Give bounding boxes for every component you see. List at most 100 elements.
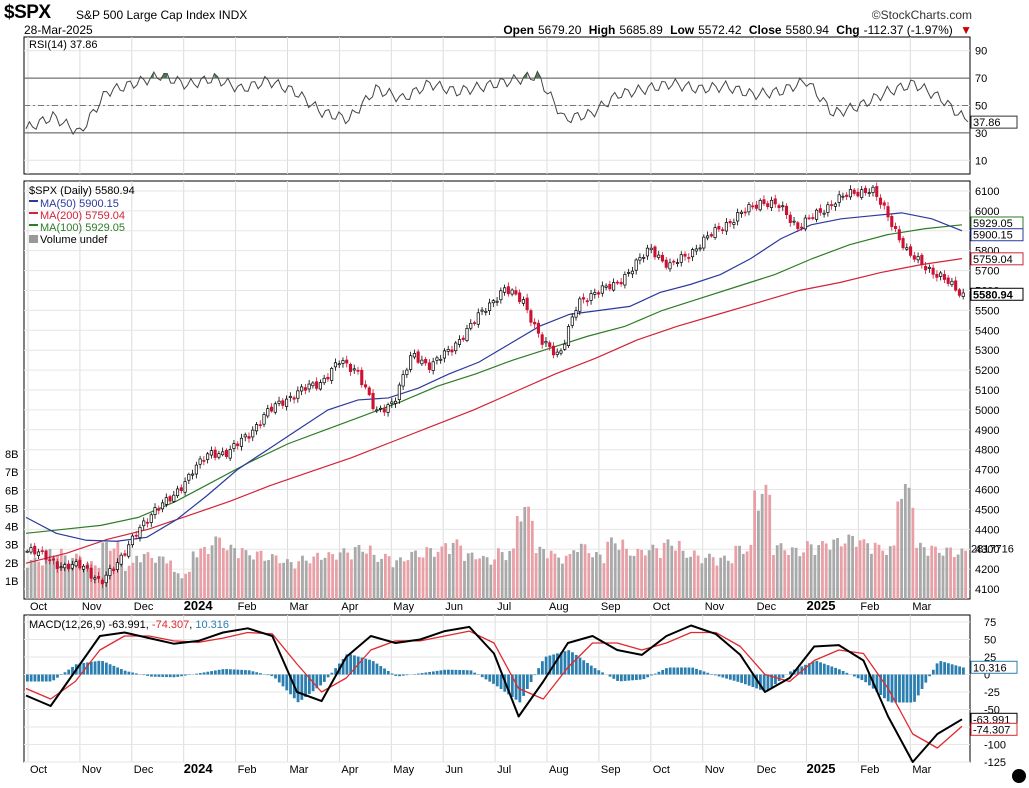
volume-bar — [813, 554, 817, 599]
candle-body — [394, 400, 398, 404]
volume-bar — [610, 537, 613, 599]
candle-body — [634, 259, 638, 271]
volume-bar — [700, 563, 704, 599]
volume-bar — [941, 555, 945, 599]
candle-body — [769, 199, 774, 208]
volume-bar — [26, 567, 29, 599]
volume-bar — [97, 567, 101, 599]
macd-histogram-bar — [240, 669, 244, 675]
candle-body — [78, 559, 82, 569]
candle-body — [469, 322, 473, 329]
volume-bar — [406, 560, 410, 599]
price-tick-label: 4200 — [975, 564, 999, 576]
macd-histogram-bar — [435, 670, 439, 675]
price-tick-label: 5000 — [975, 405, 999, 417]
candle-body — [924, 266, 928, 271]
candle-body — [273, 403, 277, 413]
candle-body — [224, 449, 228, 457]
price-x-label: Dec — [134, 601, 154, 613]
volume-bar — [380, 558, 383, 599]
candle-body — [251, 429, 255, 438]
candle-body — [495, 300, 499, 303]
volume-bar — [455, 539, 459, 599]
macd-histogram-bar — [228, 669, 232, 675]
candle-body — [281, 400, 285, 406]
volume-bar — [922, 547, 926, 599]
macd-histogram-bar — [89, 661, 93, 675]
low-label: Low — [670, 23, 695, 37]
volume-bar — [787, 555, 790, 599]
macd-histogram-bar — [680, 667, 683, 675]
volume-bar — [101, 542, 105, 599]
price-last-value-box — [970, 287, 1024, 301]
macd-histogram-bar — [883, 674, 886, 699]
candle-body — [687, 257, 691, 259]
macd-histogram-bar — [879, 674, 883, 695]
macd-x-label: Oct — [30, 764, 47, 776]
candle-body — [848, 189, 852, 198]
volume-bar — [549, 550, 553, 599]
candle-body — [792, 220, 796, 223]
ma100-line — [25, 224, 963, 534]
candle-body — [540, 334, 544, 345]
candle-body — [130, 535, 135, 546]
macd-histogram-bar — [277, 674, 281, 683]
macd-x-label: Jul — [497, 764, 511, 776]
volume-bar — [696, 555, 700, 599]
candle-body — [762, 199, 766, 205]
macd-histogram-bar — [416, 673, 420, 675]
volume-bar — [331, 554, 335, 599]
volume-bar — [636, 548, 640, 599]
macd-histogram-bar — [653, 673, 657, 675]
candle-body — [784, 205, 789, 216]
brand-label[interactable]: ©StockCharts.com — [871, 8, 972, 22]
macd-histogram-bar — [131, 672, 135, 675]
volume-bar — [255, 551, 259, 599]
candle-body — [375, 409, 379, 412]
volume-bar — [86, 563, 90, 599]
macd-histogram-bar — [713, 674, 717, 676]
volume-bar — [775, 545, 779, 599]
price-x-label: Oct — [30, 601, 47, 613]
volume-bar — [545, 558, 549, 599]
volume-bar — [764, 484, 768, 599]
candle-body — [954, 280, 958, 291]
candle-body — [536, 322, 540, 334]
macd-histogram-bar — [161, 674, 165, 677]
candle-body — [867, 192, 871, 195]
volume-bar — [862, 539, 866, 599]
macd-histogram-bar — [202, 672, 206, 675]
chg-down-icon: ▼ — [960, 23, 972, 37]
candle-body — [420, 359, 424, 365]
volume-bar — [48, 548, 52, 599]
macd-histogram-bar — [755, 674, 759, 689]
candle-body — [168, 496, 172, 502]
candle-body — [29, 547, 33, 553]
volume-bar — [214, 536, 218, 599]
ma50-legend: MA(50) 5900.15 — [40, 198, 119, 210]
volume-bar — [655, 548, 659, 599]
price-x-label: Nov — [82, 601, 102, 613]
candle-body — [856, 191, 860, 197]
macd-histogram-bar — [221, 669, 225, 675]
macd-histogram-bar — [946, 663, 950, 675]
rsi-tick-label: 30 — [975, 128, 987, 140]
volume-bar — [881, 550, 885, 599]
volume-bar — [33, 557, 37, 599]
candle-body — [371, 392, 375, 409]
volume-bar — [659, 558, 662, 599]
macd-panel — [23, 614, 971, 763]
macd-histogram-bar — [153, 674, 157, 677]
volume-bar — [327, 552, 331, 599]
candle-body — [348, 363, 353, 372]
volume-bar — [798, 556, 802, 599]
macd-histogram-bar — [101, 661, 104, 675]
candle-body — [612, 282, 616, 291]
volume-bar — [692, 550, 696, 599]
candle-body — [946, 277, 950, 284]
price-tick-label: 6000 — [975, 206, 999, 218]
macd-histogram-bar — [150, 674, 153, 677]
ohlc-readout: Open 5679.20 High 5685.89 Low 5572.42 Close… — [499, 23, 972, 37]
volume-bar — [515, 516, 519, 599]
